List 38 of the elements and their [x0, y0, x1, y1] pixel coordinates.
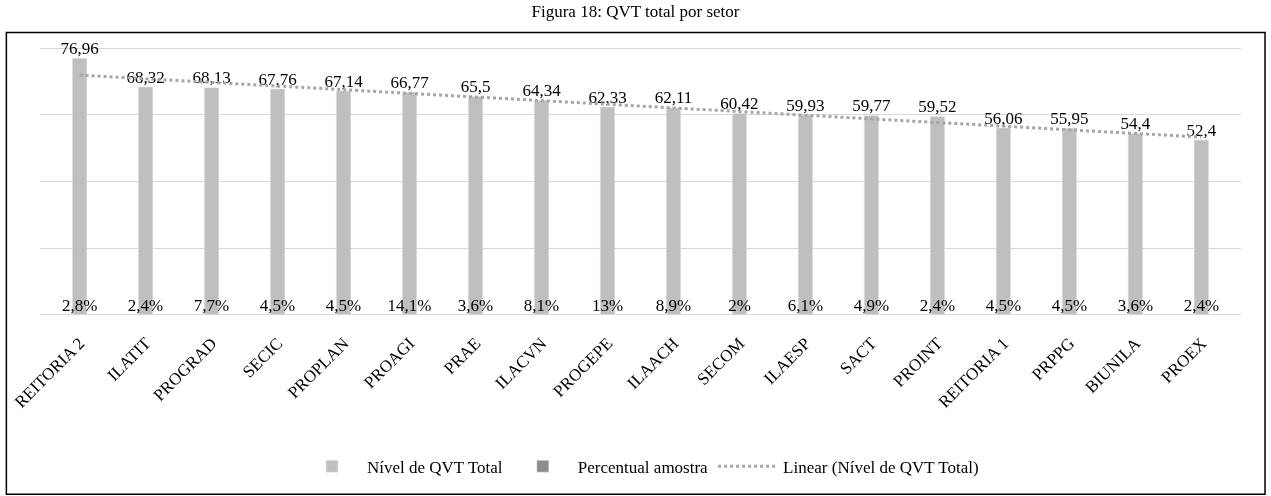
- data-label: 59,52: [918, 97, 957, 117]
- text: 14,1%: [387, 295, 432, 315]
- data-label: 54,4: [1120, 114, 1151, 134]
- text: 2,8%: [61, 295, 98, 315]
- data-label: 64,34: [522, 81, 562, 101]
- text: 7,7%: [193, 295, 230, 315]
- text: 3,6%: [1117, 295, 1154, 315]
- text: 2,4%: [127, 295, 164, 315]
- text: 4,5%: [985, 295, 1022, 315]
- data-label: 76,96: [60, 39, 99, 58]
- text: 4,5%: [259, 295, 296, 315]
- text: 4,5%: [1051, 295, 1088, 315]
- data-label: 62,11: [654, 88, 693, 108]
- text: 6,1%: [787, 295, 824, 315]
- data-label: 59,77: [852, 96, 892, 116]
- data-label: 55,95: [1050, 109, 1089, 129]
- data-label: 52,4: [1186, 120, 1217, 140]
- data-label: 66,77: [390, 72, 430, 92]
- data-label: 60,42: [720, 94, 759, 114]
- legend-label: Nível de QVT Total: [367, 457, 503, 477]
- text: 4,5%: [325, 295, 362, 315]
- text: 2%: [728, 295, 751, 315]
- text: 2,4%: [1183, 295, 1220, 315]
- data-label: 56,06: [984, 108, 1023, 128]
- data-label: 67,76: [258, 69, 297, 89]
- text: 8,1%: [523, 295, 560, 315]
- legend-label: Percentual amostra: [577, 457, 709, 477]
- legend-label: Linear (Nível de QVT Total): [783, 457, 979, 477]
- data-label: 62,33: [588, 87, 627, 107]
- data-label: 59,93: [786, 95, 825, 115]
- chart-title: Figura 18: QVT total por setor: [531, 1, 740, 21]
- text: 13%: [591, 295, 624, 315]
- text: 8,9%: [655, 295, 692, 315]
- text: 4,9%: [853, 295, 890, 315]
- text: 2,4%: [919, 295, 956, 315]
- data-label: 65,5: [460, 77, 491, 97]
- data-label: 67,14: [324, 71, 364, 91]
- text: 3,6%: [457, 295, 494, 315]
